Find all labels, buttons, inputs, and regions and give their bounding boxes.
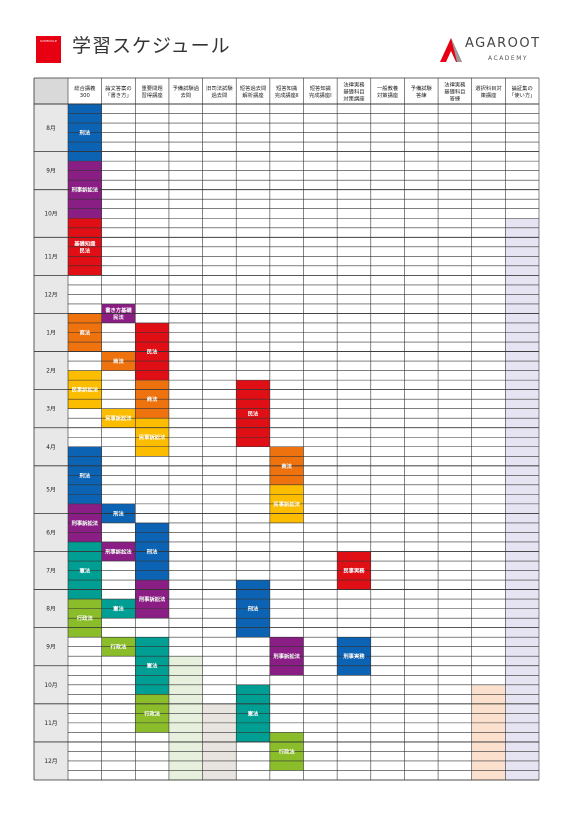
column-header-label: 短答知識: [276, 84, 298, 92]
course-block-label: 刑事訴訟法: [273, 652, 300, 660]
column-header-label: 策講座: [481, 91, 498, 99]
course-block-label: 憲法: [147, 662, 158, 670]
course-block-label: 刑事訴訟法: [139, 595, 166, 603]
course-block-label: 行政法: [76, 614, 94, 622]
column-header-label: 一般教養: [377, 84, 399, 92]
column-header-label: 過去問: [211, 91, 227, 99]
logo-text: AGAROOT: [465, 36, 541, 51]
column-header-label: 「書き方」: [105, 91, 132, 99]
course-block-label: 商法: [113, 357, 124, 365]
course-block-label: 刑事訴訟法: [105, 547, 132, 555]
course-block-label: 商法: [147, 395, 158, 403]
schedule-badge: SCHEDULE: [36, 36, 61, 63]
course-block-label: 刑法: [113, 509, 124, 517]
column-header-label: 選択科目対: [475, 84, 502, 92]
course-block-label: 民事訴訟法: [273, 500, 300, 508]
column-header-label: 解析講座: [242, 91, 264, 99]
column-header-label: 総合講義: [74, 84, 96, 92]
month-label: 6月: [46, 529, 56, 536]
course-block-label: 民法: [113, 313, 124, 321]
column-header-label: 対策講座: [377, 91, 399, 99]
course-block-label: 憲法: [80, 567, 91, 575]
course-block-label: 行政法: [110, 643, 128, 651]
column-header-label: 基礎科目: [444, 88, 465, 96]
column-header-label: 完成講座Ⅰ: [309, 91, 332, 99]
course-block-label: 民事訴訟法: [139, 433, 166, 441]
course-block-label: 商法: [281, 462, 292, 470]
course-block-label: 行政法: [278, 747, 296, 755]
column-header-label: 重要問題: [142, 84, 164, 92]
course-block-label: 刑事訴訟法: [72, 186, 99, 194]
course-block-label: 民事訴訟法: [72, 386, 99, 394]
month-label: 4月: [46, 444, 56, 451]
course-block-label: 憲法: [113, 605, 124, 613]
month-label: 5月: [46, 487, 56, 494]
column-header-label: 習得講座: [142, 91, 164, 99]
month-label: 10月: [44, 210, 57, 217]
course-block-label: 民事訴訟法: [105, 414, 132, 422]
course-block-label: 民法: [147, 348, 158, 356]
month-label: 12月: [44, 291, 57, 298]
column-header-label: 去問: [180, 91, 191, 99]
month-label: 9月: [46, 644, 56, 651]
course-block: [168, 656, 203, 780]
month-label: 3月: [46, 406, 56, 413]
column-header-label: 基礎科目: [343, 88, 364, 96]
agaroot-logo-icon: [440, 38, 462, 62]
column-header-label: 法律実務: [444, 81, 466, 89]
table-header: [34, 78, 539, 104]
column-header-label: 300: [80, 93, 91, 99]
course-block: [505, 218, 539, 780]
column-header-label: 「使い方」: [509, 91, 536, 99]
page-title: 学習スケジュール: [72, 35, 231, 57]
column-header-label: 論文答案の: [105, 84, 132, 92]
column-header-label: 答練: [416, 91, 427, 99]
header-corner: [34, 78, 68, 104]
column-header-label: 短答過去問: [240, 84, 267, 92]
column-header-label: 旧司法試験: [206, 84, 233, 92]
column-header-label: 予備試験過: [173, 84, 200, 92]
month-column: [34, 104, 68, 780]
course-block-label: 刑法: [147, 547, 158, 555]
course-block-label: 刑事訴訟法: [72, 519, 99, 527]
month-label: 2月: [46, 368, 56, 375]
course-block-label: 民事実務: [343, 567, 365, 575]
month-label: 1月: [46, 330, 56, 337]
column-header-label: 短答知識: [310, 84, 332, 92]
column-header-label: 対策講座: [343, 95, 365, 103]
month-label: 10月: [44, 682, 57, 689]
month-label: 12月: [44, 758, 57, 765]
course-block-label: 憲法: [248, 709, 259, 717]
column-header-label: 法律実務: [343, 81, 365, 89]
course-block-label: 基礎知識: [73, 239, 96, 247]
column-header-label: 完成講座Ⅱ: [275, 91, 299, 99]
course-block-label: 刑法: [80, 129, 91, 137]
column-header-label: 答練: [450, 95, 461, 103]
course-block-label: 民法: [80, 246, 91, 254]
month-label: 8月: [46, 606, 56, 613]
course-block-label: 刑法: [80, 471, 91, 479]
column-header-label: 予備試験: [411, 84, 433, 92]
course-block-label: 刑法: [248, 605, 259, 613]
course-block-label: 行政法: [143, 709, 161, 717]
course-block-label: 書き方基礎: [105, 306, 132, 314]
month-label: 8月: [46, 125, 56, 132]
course-block-label: 刑事実務: [343, 652, 365, 660]
course-block-label: 商法: [80, 329, 91, 337]
logo-subtext: ACADEMY: [488, 55, 529, 62]
month-label: 11月: [44, 253, 57, 260]
month-label: 9月: [46, 168, 56, 175]
column-header-label: 論証集の: [512, 84, 533, 92]
course-block: [236, 380, 270, 447]
month-label: 11月: [44, 720, 57, 727]
month-label: 7月: [46, 568, 56, 575]
course-block-label: 民法: [248, 409, 259, 417]
